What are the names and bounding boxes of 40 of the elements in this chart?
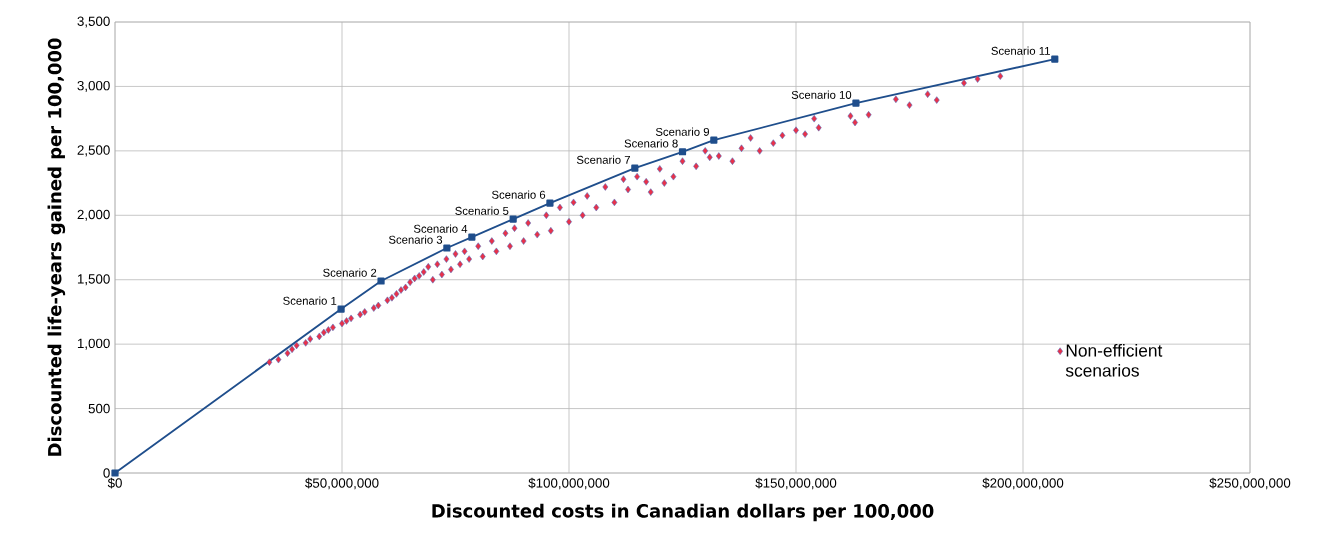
annotation: Scenario 1: [283, 296, 337, 305]
annotation: Scenario 2: [323, 268, 377, 277]
point: [678, 148, 687, 156]
y-tick-label: 2,000: [77, 209, 110, 221]
point: [377, 277, 385, 285]
y-tick-label: 1,500: [77, 274, 110, 286]
y-tick-label: 3,000: [77, 80, 110, 92]
x-tick-label: $250,000,000: [1209, 477, 1291, 490]
y-tick-label: 0: [103, 468, 110, 478]
legend-label: Non-efficient scenarios: [1065, 343, 1163, 377]
point: [468, 233, 476, 241]
x-tick-label: $50,000,000: [305, 477, 379, 490]
point: [710, 136, 718, 144]
point: [1051, 55, 1059, 63]
annotation: Scenario 11: [991, 46, 1050, 55]
annotation: Scenario 6: [492, 190, 546, 199]
y-tick-label: 500: [88, 403, 110, 414]
x-axis-title: Discounted costs in Canadian dollars per 100,000: [432, 503, 934, 522]
y-tick-label: 2,500: [77, 145, 110, 157]
point: [546, 199, 554, 207]
annotation: Scenario 3: [388, 235, 443, 244]
y-tick-label: 1,000: [77, 338, 110, 350]
point: [509, 215, 517, 223]
point: [852, 99, 860, 107]
annotation: Scenario 9: [655, 127, 710, 136]
x-tick-label: $200,000,000: [982, 477, 1064, 490]
point: [111, 469, 119, 477]
point: [631, 164, 639, 172]
annotation: Scenario 4: [413, 224, 468, 233]
y-tick-label: 3,500: [77, 16, 110, 28]
x-tick-label: $0: [107, 477, 122, 489]
annotation: Scenario 5: [455, 206, 509, 215]
point: [337, 305, 345, 313]
x-tick-label: $150,000,000: [755, 477, 837, 490]
y-axis-title: Discounted life-years gained per 100,000: [47, 38, 66, 456]
x-tick-label: $100,000,000: [528, 477, 610, 490]
annotation: Scenario 10: [791, 90, 852, 99]
annotation: Scenario 8: [624, 139, 678, 148]
point: [443, 244, 451, 252]
annotation: Scenario 7: [576, 155, 630, 164]
